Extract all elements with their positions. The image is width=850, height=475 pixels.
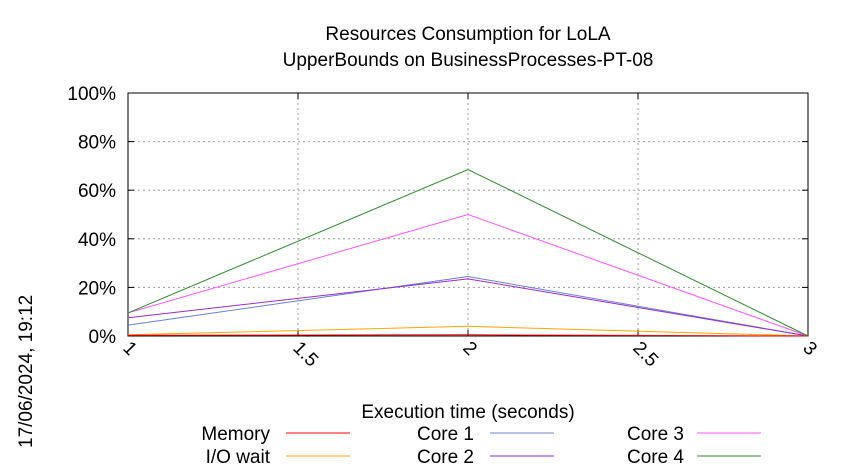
- series-line-i-o-wait: [127, 325, 809, 337]
- x-tick-label: 2: [458, 338, 480, 360]
- legend-label-memory: Memory: [201, 424, 270, 445]
- y-tick-label: 60%: [78, 181, 116, 202]
- legend-label-i-o-wait: I/O wait: [206, 447, 271, 468]
- series-lines: [127, 168, 809, 337]
- series-line-core-3: [127, 213, 809, 337]
- y-tick-label: 0%: [89, 327, 117, 348]
- series-line-core-4: [127, 168, 809, 337]
- legend-label-core-4: Core 4: [627, 447, 684, 468]
- x-tick-label: 2.5: [628, 338, 662, 372]
- axis-ticks: 0% 20% 40% 60% 80% 100% 1 1.5 2 2.5 3: [67, 84, 820, 371]
- series-line-core-1: [127, 275, 809, 337]
- chart-title: Resources Consumption for LoLA: [325, 24, 610, 45]
- chart-subtitle: UpperBounds on BusinessProcesses-PT-08: [283, 50, 654, 71]
- timestamp: 17/06/2024, 19:12: [16, 295, 37, 448]
- legend-label-core-2: Core 2: [417, 447, 474, 468]
- x-tick-label: 3: [798, 338, 820, 360]
- y-tick-label: 20%: [78, 278, 116, 299]
- y-tick-label: 100%: [67, 84, 116, 105]
- legend-label-core-3: Core 3: [627, 424, 684, 445]
- legend-label-core-1: Core 1: [417, 424, 474, 445]
- x-tick-label: 1.5: [288, 338, 322, 372]
- x-axis-label: Execution time (seconds): [361, 402, 574, 423]
- y-tick-label: 80%: [78, 133, 116, 154]
- series-line-core-2: [127, 278, 809, 337]
- grid-lines: [128, 93, 808, 336]
- x-tick-label: 1: [118, 338, 140, 360]
- series-line-memory: [127, 334, 809, 337]
- y-tick-label: 40%: [78, 230, 116, 251]
